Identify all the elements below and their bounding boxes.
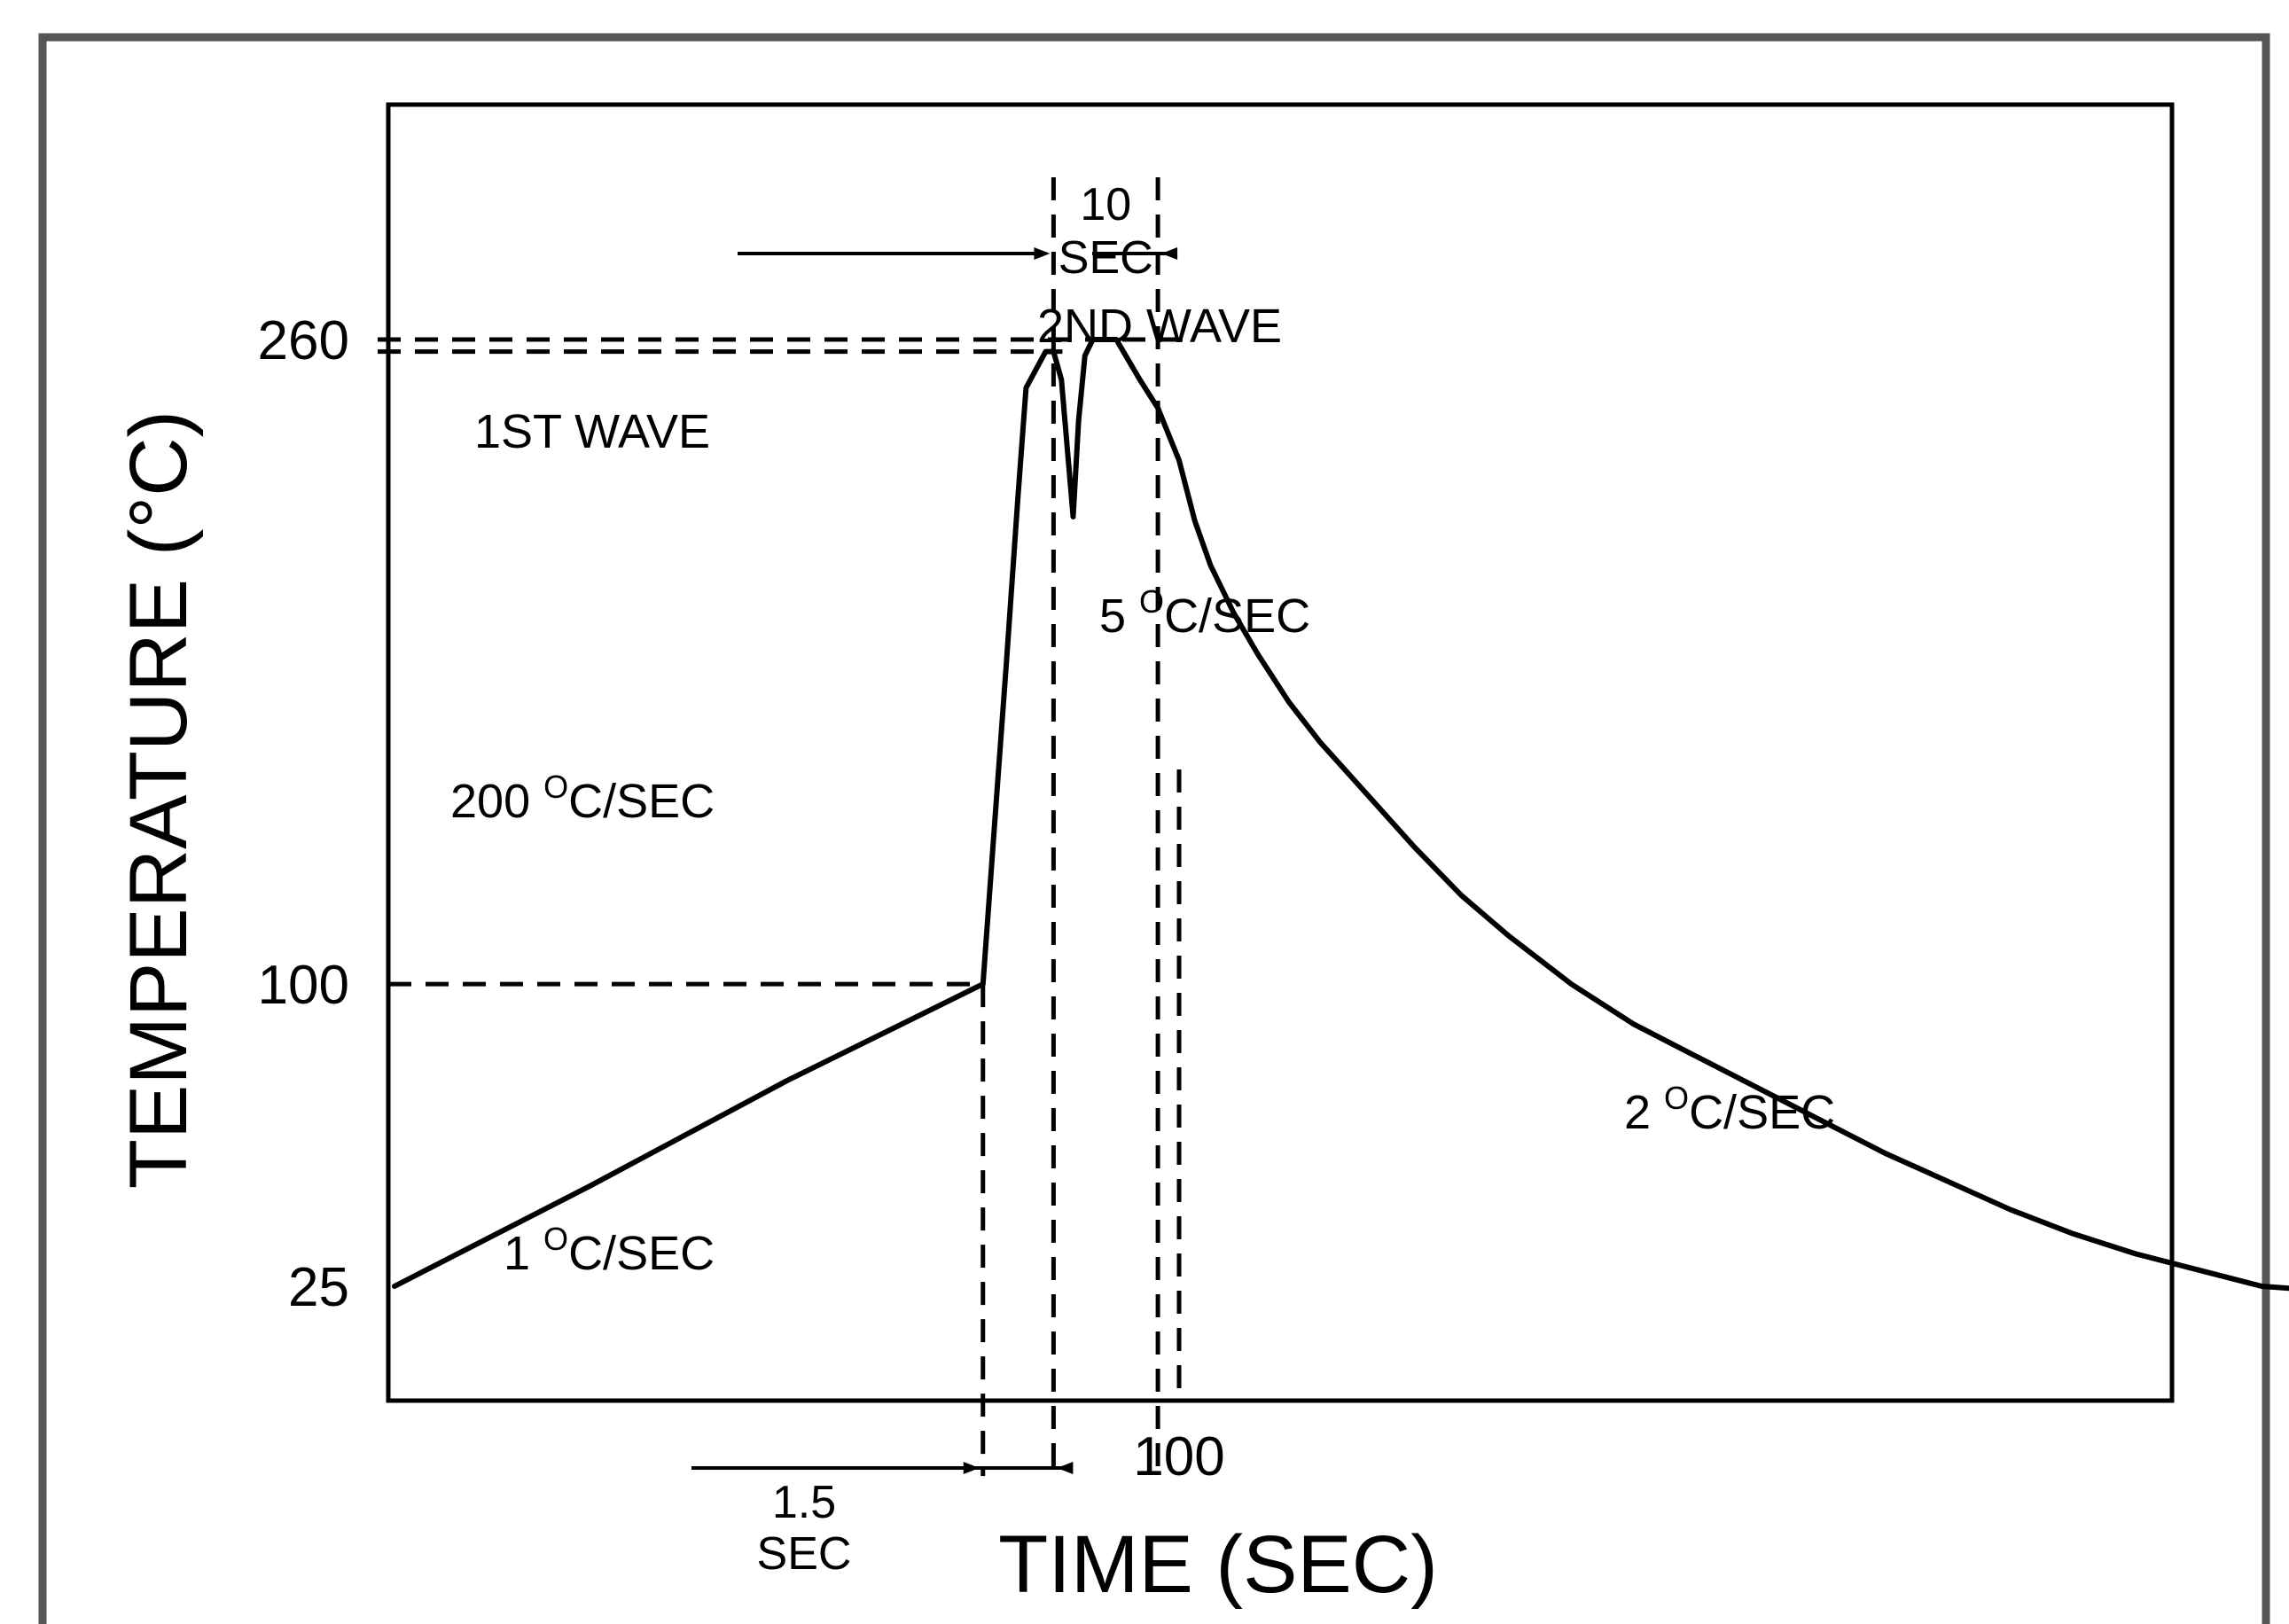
tick-labels: 25 100 260 100 bbox=[258, 310, 1225, 1487]
x-axis-label: TIME (SEC) bbox=[998, 1519, 1438, 1610]
annotation-text: 1 bbox=[504, 1227, 543, 1280]
annotation-text: 5 bbox=[1099, 589, 1139, 643]
annotation-degree: O bbox=[1664, 1080, 1689, 1116]
y-tick-260: 260 bbox=[258, 310, 349, 371]
annotation-2: 1 OC/SEC bbox=[504, 1221, 715, 1280]
annotation-unit: C/SEC bbox=[1689, 1086, 1835, 1139]
annotation-1: 2ND WAVE bbox=[1037, 300, 1282, 353]
plot-area bbox=[386, 102, 2175, 1403]
bottom-arrow-right-head bbox=[1057, 1462, 1074, 1474]
temperature-profile bbox=[392, 337, 2289, 1292]
annotation-text: 200 bbox=[450, 775, 543, 828]
annotation-3: 200 OC/SEC bbox=[450, 769, 715, 828]
annotation-degree: O bbox=[1139, 583, 1164, 620]
annotation-text: 1ST WAVE bbox=[474, 405, 710, 458]
y-axis-label: TEMPERATURE (°C) bbox=[113, 410, 204, 1189]
y-tick-25: 25 bbox=[288, 1257, 349, 1318]
annotation-unit: C/SEC bbox=[568, 1227, 715, 1280]
dim-bottom-value: 1.5 bbox=[772, 1477, 836, 1528]
reference-lines bbox=[378, 177, 1185, 1476]
top-arrow-right-head bbox=[1161, 247, 1178, 260]
annotation-0: 1ST WAVE bbox=[474, 405, 710, 458]
dim-bottom-unit: SEC bbox=[757, 1528, 852, 1580]
x-tick-100: 100 bbox=[1133, 1426, 1224, 1487]
profile-curve bbox=[392, 337, 2289, 1292]
annotation-degree: O bbox=[543, 1221, 568, 1257]
annotation-4: 5 OC/SEC bbox=[1099, 583, 1310, 643]
annotation-unit: C/SEC bbox=[1164, 589, 1310, 643]
annotation-degree: O bbox=[543, 769, 568, 805]
dim-top-value: 10 bbox=[1080, 179, 1131, 230]
y-tick-100: 100 bbox=[258, 955, 349, 1016]
annotation-text: 2ND WAVE bbox=[1037, 300, 1282, 353]
annotation-text: 2 bbox=[1624, 1086, 1664, 1139]
annotation-5: 2 OC/SEC bbox=[1624, 1080, 1835, 1139]
annotation-unit: C/SEC bbox=[568, 775, 715, 828]
dim-top-unit: SEC bbox=[1059, 232, 1153, 284]
top-arrow-left-head bbox=[1034, 247, 1051, 260]
